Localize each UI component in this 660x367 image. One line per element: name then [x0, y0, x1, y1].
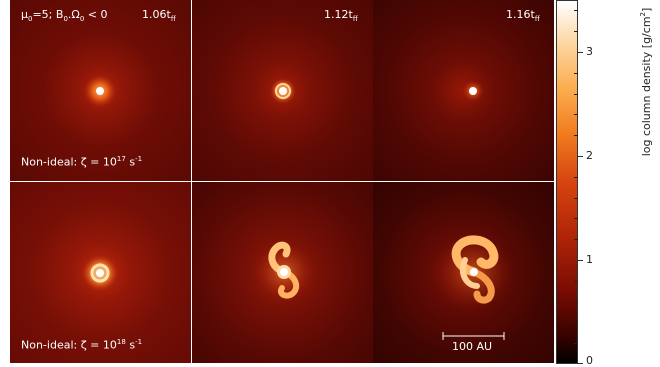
panel-top-middle-image	[270, 78, 296, 104]
panel-top-left: μ0=5; B0.Ω0 < 0 1.06tff Non-ideal: ζ = 1…	[10, 0, 191, 181]
colorbar-minor-tick	[574, 177, 578, 178]
protostar-sink	[96, 269, 104, 277]
disk-ring	[90, 263, 110, 283]
row-label-top: Non-ideal: ζ = 1017 s-1	[21, 155, 143, 169]
colorbar-tick-label: 2	[586, 149, 593, 162]
colorbar-minor-tick	[574, 343, 578, 344]
panel-bottom-left: Non-ideal: ζ = 1018 s-1	[10, 182, 191, 363]
protostar-sink	[96, 87, 104, 95]
colorbar-tick	[578, 52, 583, 53]
time-label: 1.16tff	[506, 8, 540, 24]
panel-top-right-image	[461, 79, 485, 103]
colorbar-minor-tick	[574, 281, 578, 282]
colorbar-minor-tick	[574, 218, 578, 219]
colorbar-minor-tick	[574, 31, 578, 32]
time-label: 1.12tff	[324, 8, 358, 24]
spiral-arm	[470, 268, 495, 304]
panel-bottom-right: 100 AU	[373, 182, 554, 363]
colorbar-minor-tick	[574, 10, 578, 11]
protostar-sink	[279, 87, 287, 95]
panel-top-middle: 1.12tff	[192, 0, 373, 181]
panel-top-right: 1.16tff	[373, 0, 554, 181]
colorbar-minor-tick	[574, 94, 578, 95]
colorbar-minor-tick	[574, 114, 578, 115]
spiral-arm	[459, 257, 480, 289]
disk-ring	[275, 83, 291, 99]
colorbar-minor-tick	[574, 322, 578, 323]
colorbar-tick-label: 3	[586, 45, 593, 58]
panel-grid: μ0=5; B0.Ω0 < 0 1.06tff Non-ideal: ζ = 1…	[10, 0, 554, 364]
colorbar-tick-label: 0	[586, 354, 593, 367]
spiral-arm	[451, 235, 499, 277]
colorbar-minor-tick	[574, 73, 578, 74]
panel-bottom-middle-image	[254, 241, 314, 302]
panel-top-left-image	[84, 75, 116, 107]
panel-bottom-left-image	[82, 255, 118, 291]
colorbar-tick	[578, 260, 583, 261]
colorbar-minor-tick	[574, 302, 578, 303]
colorbar-minor-tick	[574, 239, 578, 240]
colorbar-minor-tick	[574, 135, 578, 136]
panel-bottom-middle	[192, 182, 373, 363]
colorbar-label: log column density [g/cm2]	[639, 7, 653, 157]
spiral-arm	[268, 241, 291, 276]
spiral-arm	[278, 269, 300, 299]
colorbar-minor-tick	[574, 198, 578, 199]
model-header: μ0=5; B0.Ω0 < 0	[21, 8, 108, 24]
protostar-sink	[470, 268, 478, 276]
protostar-sink	[280, 268, 288, 276]
scale-bar-label: 100 AU	[452, 340, 493, 353]
colorbar-tick-label: 1	[586, 253, 593, 266]
panel-bottom-right-image	[434, 232, 514, 340]
row-label-bottom: Non-ideal: ζ = 1018 s-1	[21, 338, 143, 352]
colorbar-tick	[578, 363, 583, 364]
colorbar	[556, 0, 578, 364]
colorbar-tick	[578, 156, 583, 157]
protostar-sink	[469, 87, 477, 95]
time-label: 1.06tff	[142, 8, 176, 24]
